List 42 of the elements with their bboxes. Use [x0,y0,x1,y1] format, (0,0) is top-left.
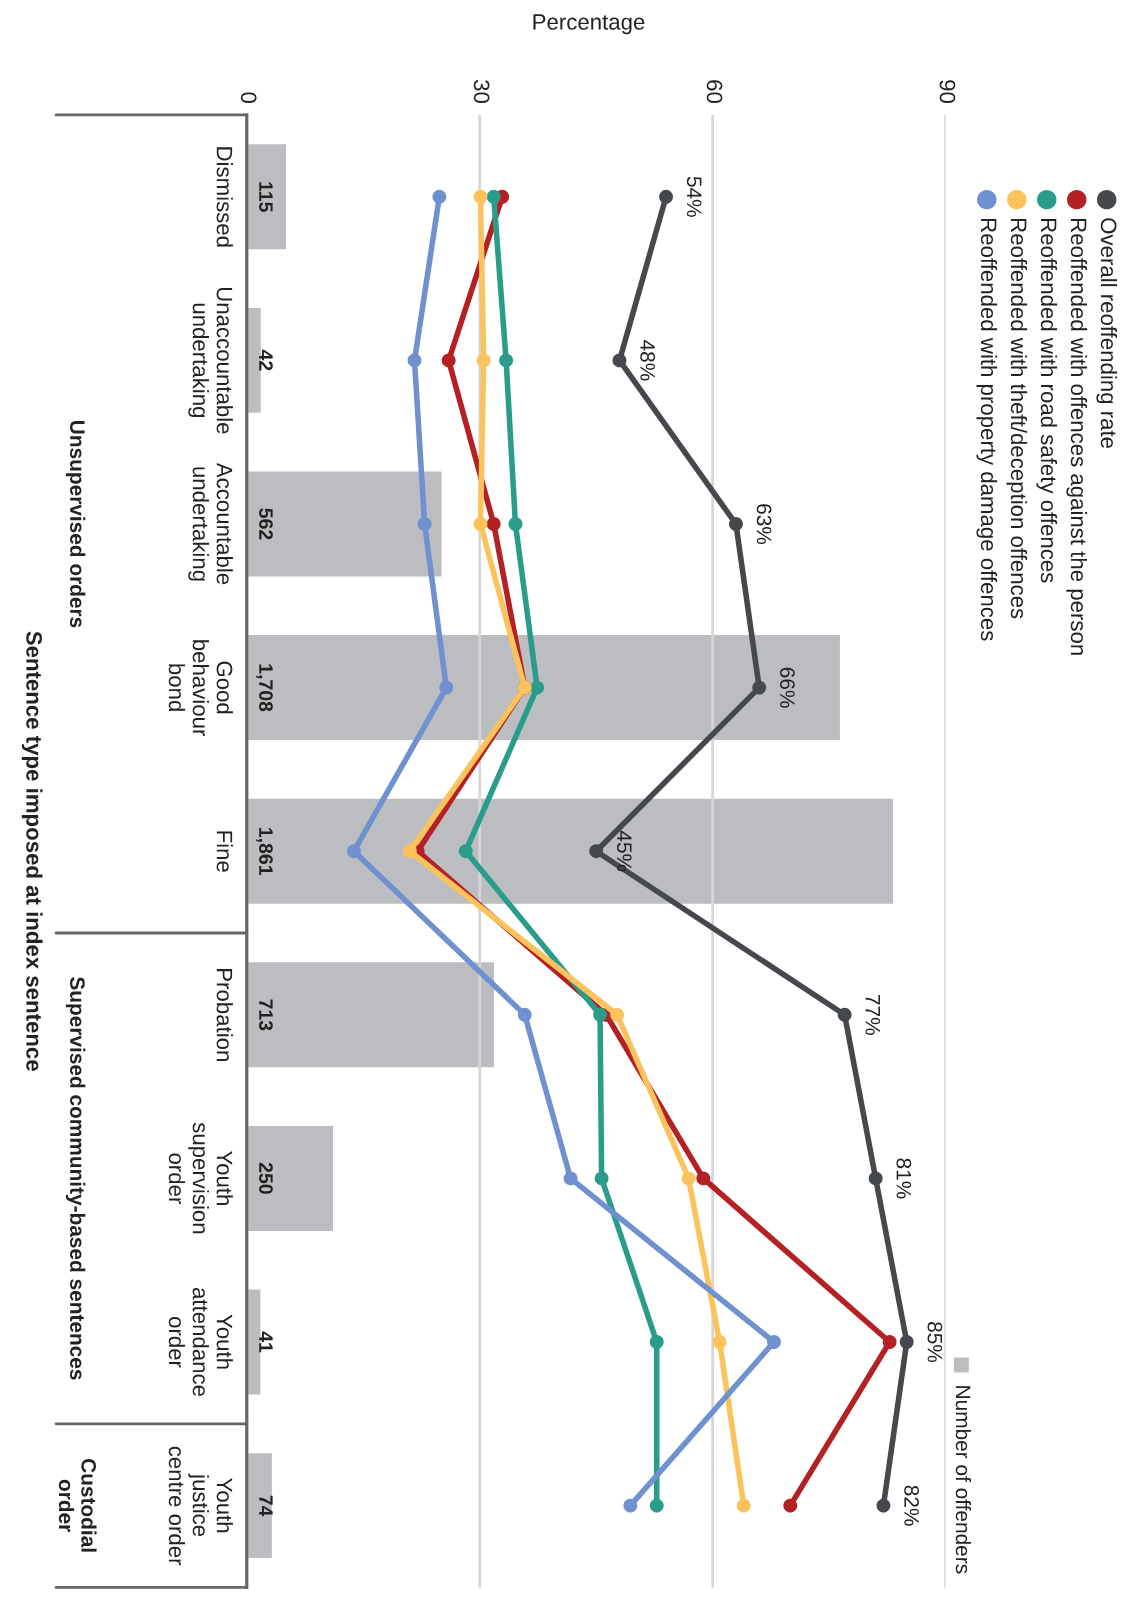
legend-label: Reoffended with theft/deception offences [1006,219,1028,619]
data-label: 54% [686,176,702,217]
data-label: 63% [756,504,772,545]
y-tick-label: Youth supervision order [168,1122,233,1234]
data-label: 45% [616,830,632,872]
data-label: 250 [259,1162,273,1194]
data-label: 1,861 [256,828,273,875]
y-tick-label: Fine [216,831,233,872]
data-label: 1,708 [256,664,273,712]
data-label: 48% [640,340,656,381]
y-tick-label: Youth attendance order [168,1287,233,1397]
data-label: 82% [904,1485,919,1526]
data-label: 562 [259,508,273,540]
y-tick-label: Unaccountable undertaking [188,287,233,434]
x-axis-title: Percentage [533,14,645,35]
data-label: 66% [780,667,795,708]
y-tick-label: Good behaviour bond [168,640,233,737]
legend-label: Reoffended with property damage offences [976,219,998,641]
data-label: 81% [896,1158,912,1199]
x-tick-label: 90 [939,80,956,104]
legend-label: Reoffended with road safety offences [1036,219,1058,583]
data-label: 85% [927,1322,943,1363]
y-tick-label: Probation [216,969,233,1061]
text: Custodial order [58,1459,97,1552]
data-label: 74 [259,1495,273,1517]
data-label: 77% [865,995,881,1035]
data-label: 713 [259,999,273,1031]
y-axis-title: Sentence type imposed at index sentence [21,631,43,1071]
data-label: 42 [259,349,273,371]
text: Unsupervised orders [65,421,86,628]
x-tick-label: 0 [240,92,257,103]
legend-label: Overall reoffending rate [1096,218,1118,449]
data-label: 115 [259,182,273,212]
text: Supervised community-based sentences [65,976,86,1380]
y-tick-label: Dismissed [216,147,233,247]
legend-label: Number of offenders [955,1386,972,1574]
y-tick-label: Youth justice centre order [168,1446,233,1566]
y-tick-label: Accountable undertaking [188,462,233,585]
data-label: 41 [259,1331,273,1353]
x-tick-label: 60 [706,80,723,104]
x-tick-label: 30 [473,80,490,104]
legend-label: Reoffended with offences against the person [1066,219,1088,655]
